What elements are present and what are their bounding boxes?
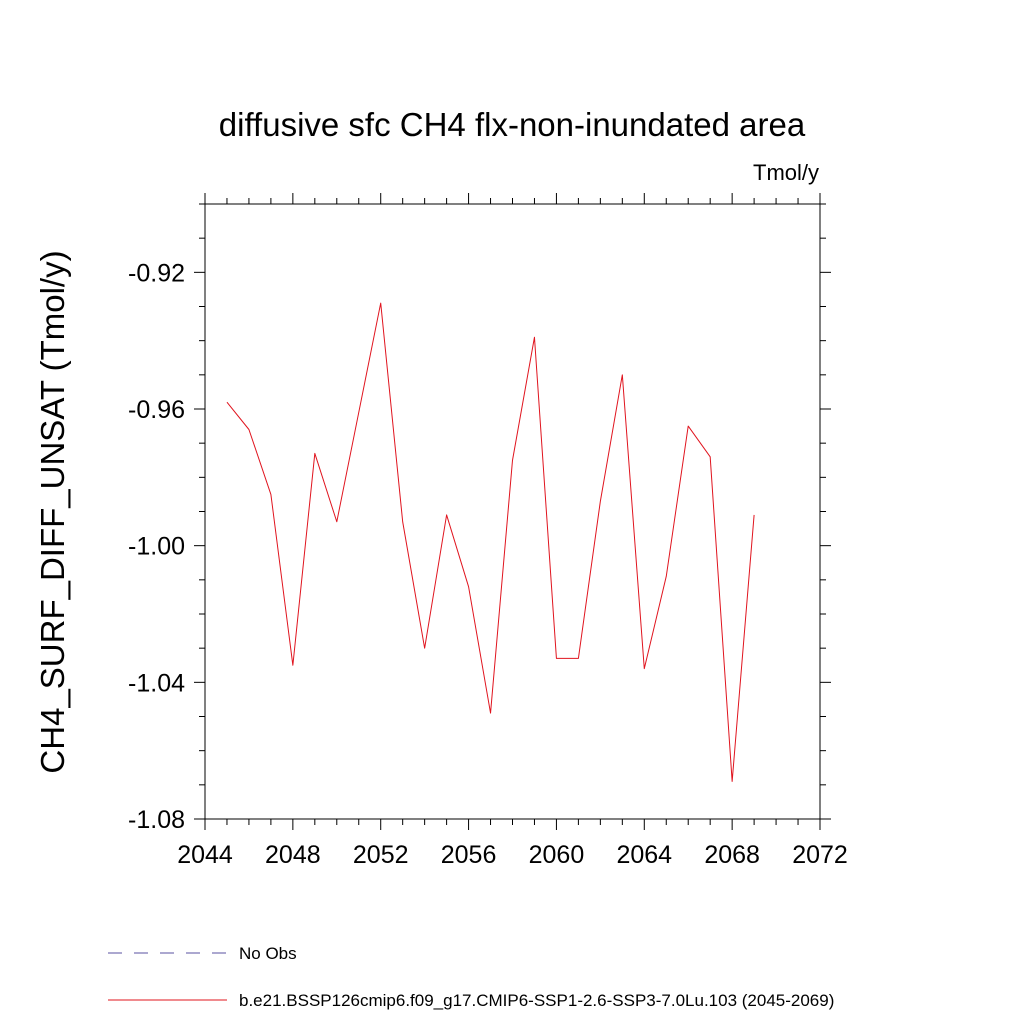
y-tick-label: -1.04 [128,669,185,697]
series-layer [226,302,755,782]
x-tick-labels: 2044 2048 2052 2056 2060 2064 2068 2072 [177,841,848,869]
x-tick-label: 2068 [704,841,760,869]
x-tick-label: 2064 [616,841,672,869]
x-tick-label: 2044 [177,841,233,869]
legend-label-model: b.e21.BSSP126cmip6.f09_g17.CMIP6-SSP1-2.… [239,991,834,1010]
y-tick-label: -0.96 [128,396,185,424]
y-tick-label: -0.92 [128,259,185,287]
series-line-0 [226,302,755,782]
x-tick-label: 2048 [265,841,321,869]
legend: No Obs b.e21.BSSP126cmip6.f09_g17.CMIP6-… [108,944,834,1010]
x-tick-label: 2056 [441,841,497,869]
legend-label-no-obs: No Obs [239,944,297,963]
x-tick-label: 2072 [792,841,848,869]
x-tick-label: 2052 [353,841,409,869]
x-tick-label: 2060 [529,841,585,869]
y-tick-label: -1.08 [128,806,185,834]
y-tick-label: -1.00 [128,533,185,561]
plot-frame [204,203,821,820]
chart-title: diffusive sfc CH4 flx-non-inundated area [219,106,806,143]
units-label: Tmol/y [753,160,819,185]
y-axis-label: CH4_SURF_DIFF_UNSAT (Tmol/y) [34,250,71,773]
axis-ticks [194,193,831,830]
y-tick-labels: -1.08 -1.04 -1.00 -0.96 -0.92 [128,259,185,834]
